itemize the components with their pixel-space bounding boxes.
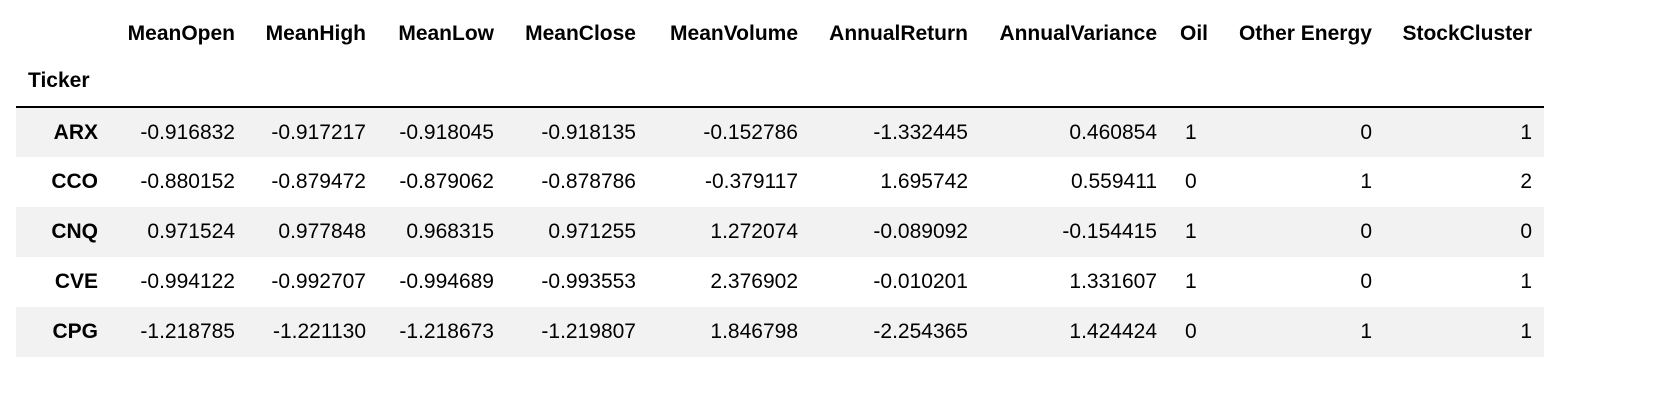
cell-oil: 0 — [1185, 320, 1197, 343]
column-header-annualreturn: AnnualReturn — [829, 22, 968, 45]
column-header-meanhigh: MeanHigh — [265, 22, 366, 45]
cell-annualvariance: -0.154415 — [1062, 220, 1157, 243]
table-header: MeanOpen MeanHigh MeanLow MeanClose Mean… — [16, 12, 1544, 108]
table-row: CNQ 0.971524 0.977848 0.968315 0.971255 … — [16, 207, 1544, 257]
cell-other-energy: 0 — [1360, 120, 1372, 144]
cell-annualreturn: -1.332445 — [873, 120, 968, 144]
column-header-row: MeanOpen MeanHigh MeanLow MeanClose Mean… — [16, 12, 1544, 56]
cell-annualreturn: -0.089092 — [873, 220, 968, 243]
cell-meanlow: -1.218673 — [399, 320, 494, 343]
corner-cell — [16, 12, 110, 56]
cell-other-energy: 1 — [1360, 320, 1372, 343]
column-header-meanopen: MeanOpen — [127, 22, 235, 45]
column-header-meanclose: MeanClose — [525, 22, 636, 45]
dataframe-table: MeanOpen MeanHigh MeanLow MeanClose Mean… — [16, 12, 1544, 357]
dataframe-table-container: MeanOpen MeanHigh MeanLow MeanClose Mean… — [16, 12, 1544, 357]
cell-annualreturn: -2.254365 — [873, 320, 968, 343]
cell-meanopen: -0.994122 — [140, 270, 235, 293]
cell-meanhigh: 0.977848 — [278, 220, 366, 243]
cell-annualvariance: 0.559411 — [1070, 170, 1157, 193]
column-header-meanvolume: MeanVolume — [670, 22, 798, 45]
column-header-stockcluster: StockCluster — [1402, 22, 1532, 45]
cell-meanlow: 0.968315 — [406, 220, 494, 243]
cell-oil: 1 — [1185, 220, 1197, 243]
table-row: ARX -0.916832 -0.917217 -0.918045 -0.918… — [16, 107, 1544, 157]
cell-meanhigh: -0.879472 — [271, 170, 366, 193]
cell-stockcluster: 1 — [1520, 270, 1532, 293]
cell-meanclose: -1.219807 — [541, 320, 636, 343]
cell-annualreturn: -0.010201 — [873, 270, 968, 293]
row-index-ticker: CVE — [54, 270, 98, 293]
table-row: CVE -0.994122 -0.992707 -0.994689 -0.993… — [16, 257, 1544, 307]
cell-meanclose: -0.878786 — [541, 170, 636, 193]
column-header-oil: Oil — [1180, 22, 1209, 45]
cell-meanvolume: 1.846798 — [710, 320, 798, 343]
column-header-meanlow: MeanLow — [398, 22, 494, 45]
cell-meanhigh: -0.917217 — [271, 120, 366, 144]
cell-meanclose: 0.971255 — [548, 220, 636, 243]
cell-oil: 0 — [1185, 170, 1197, 193]
cell-meanopen: -0.880152 — [140, 170, 235, 193]
cell-stockcluster: 2 — [1520, 170, 1532, 193]
cell-stockcluster: 0 — [1520, 220, 1532, 243]
cell-meanclose: -0.918135 — [541, 120, 636, 144]
cell-meanhigh: -0.992707 — [271, 270, 366, 293]
index-name-ticker: Ticker — [16, 56, 110, 108]
row-index-ticker: ARX — [53, 120, 98, 144]
index-name-row: Ticker — [16, 56, 1544, 108]
cell-annualvariance: 0.460854 — [1069, 120, 1157, 144]
column-header-other-energy: Other Energy — [1238, 22, 1372, 45]
row-index-ticker: CPG — [52, 320, 98, 343]
cell-meanlow: -0.918045 — [399, 120, 494, 144]
cell-annualreturn: 1.695742 — [880, 170, 968, 193]
cell-other-energy: 0 — [1360, 270, 1372, 293]
cell-meanvolume: -0.152786 — [703, 120, 798, 144]
cell-meanhigh: -1.221130 — [272, 320, 366, 343]
cell-meanlow: -0.994689 — [399, 270, 494, 293]
cell-other-energy: 0 — [1360, 220, 1372, 243]
cell-meanopen: -0.916832 — [140, 120, 235, 144]
cell-stockcluster: 1 — [1520, 320, 1532, 343]
cell-meanlow: -0.879062 — [399, 170, 494, 193]
row-index-ticker: CCO — [51, 170, 98, 193]
table-row: CPG -1.218785 -1.221130 -1.218673 -1.219… — [16, 307, 1544, 357]
cell-stockcluster: 1 — [1520, 120, 1532, 144]
cell-meanopen: -1.218785 — [140, 320, 235, 343]
cell-meanopen: 0.971524 — [147, 220, 235, 243]
table-body: ARX -0.916832 -0.917217 -0.918045 -0.918… — [16, 107, 1544, 357]
cell-meanvolume: 1.272074 — [710, 220, 798, 243]
row-index-ticker: CNQ — [51, 220, 98, 243]
cell-oil: 1 — [1185, 120, 1197, 144]
column-header-annualvariance: AnnualVariance — [999, 22, 1157, 45]
cell-meanclose: -0.993553 — [541, 270, 636, 293]
cell-annualvariance: 1.331607 — [1069, 270, 1157, 293]
cell-meanvolume: 2.376902 — [710, 270, 798, 293]
cell-oil: 1 — [1185, 270, 1197, 293]
table-row: CCO -0.880152 -0.879472 -0.879062 -0.878… — [16, 157, 1544, 207]
cell-annualvariance: 1.424424 — [1069, 320, 1157, 343]
cell-meanvolume: -0.379117 — [704, 170, 798, 193]
cell-other-energy: 1 — [1360, 170, 1372, 193]
